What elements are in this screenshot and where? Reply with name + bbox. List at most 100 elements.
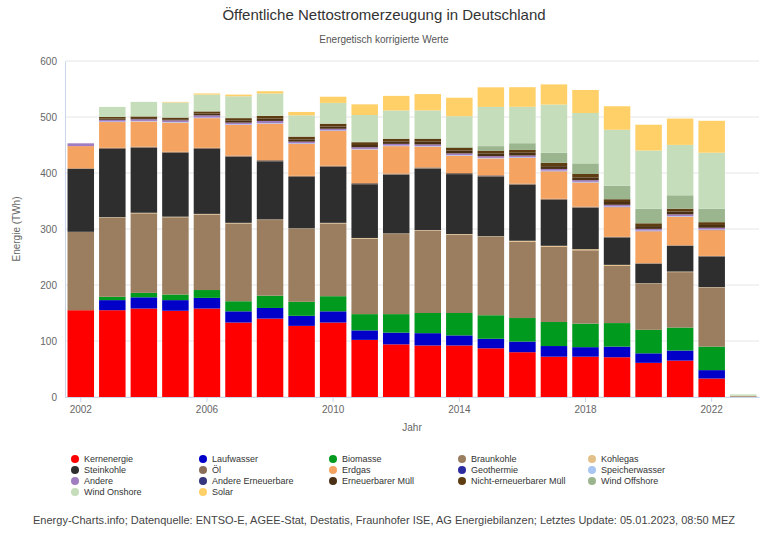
- chart-subtitle: Energetisch korrigierte Werte: [319, 34, 449, 45]
- y-axis-title: Energie (TWh): [11, 196, 22, 261]
- series-group: [162, 84, 756, 394]
- bar-segment: [225, 223, 251, 301]
- bar-segment: [288, 177, 314, 229]
- bar-segment: [509, 184, 535, 185]
- y-tick: 400: [40, 168, 65, 179]
- tick-label: 300: [40, 224, 57, 235]
- bar-segment: [194, 149, 220, 214]
- legend-item: Nicht-erneuerbarer Müll: [458, 476, 566, 486]
- bar-segment: [446, 155, 472, 156]
- bar-segment: [730, 396, 756, 397]
- bar-segment: [730, 396, 756, 397]
- bar-segment: [446, 335, 472, 345]
- bar-segment: [478, 107, 504, 146]
- tick-label: 0: [51, 392, 57, 403]
- bar-segment: [667, 119, 693, 145]
- legend-swatch: [588, 455, 596, 463]
- bar-segment: [351, 149, 377, 183]
- bar-segment: [509, 153, 535, 156]
- legend-swatch: [71, 455, 79, 463]
- bar-segment: [446, 173, 472, 174]
- bar-segment: [320, 167, 346, 223]
- bar-segment: [541, 166, 567, 169]
- legend-swatch: [588, 477, 596, 485]
- legend-item: Öl: [199, 465, 221, 475]
- legend-label: Wind Onshore: [84, 487, 142, 497]
- bar-segment: [541, 84, 567, 104]
- bar-segment: [446, 148, 472, 151]
- bar-segment: [194, 290, 220, 298]
- bar-segment: [667, 217, 693, 246]
- bar-segment: [635, 353, 661, 363]
- bar-segment: [478, 348, 504, 397]
- axis-line: [65, 62, 66, 398]
- legend-item: Solar: [199, 487, 233, 497]
- bar-segment: [509, 318, 535, 342]
- bar-segment: [698, 230, 724, 231]
- bar-segment: [257, 319, 283, 397]
- bar-segment: [99, 300, 125, 310]
- bar-segment: [194, 115, 220, 117]
- bar-segment: [478, 176, 504, 236]
- bar-segment: [68, 143, 94, 144]
- legend-swatch: [329, 466, 337, 474]
- bar-segment: [225, 96, 251, 118]
- grid: [65, 61, 759, 397]
- series-group: [320, 124, 757, 396]
- bar-segment: [698, 225, 724, 228]
- x-tick: 2018: [574, 397, 597, 415]
- bar-segment: [698, 222, 724, 225]
- bar-segment: [99, 310, 125, 397]
- tick-label: 2002: [70, 404, 93, 415]
- bar-segment: [257, 161, 283, 219]
- legend-item: Kernenergie: [71, 454, 133, 464]
- legend-label: Nicht-erneuerbarer Müll: [471, 476, 566, 486]
- bar-segment: [541, 246, 567, 247]
- bar-segment: [383, 144, 409, 146]
- legend-item: Biomasse: [329, 454, 382, 464]
- bar-segment: [604, 106, 630, 130]
- bar-segment: [320, 223, 346, 296]
- bar-segment: [351, 330, 377, 340]
- bar-segment: [225, 157, 251, 223]
- bar-segment: [257, 91, 283, 93]
- x-axis-title: Jahr: [402, 422, 422, 433]
- series-group: [68, 213, 757, 396]
- bar-segment: [162, 119, 188, 120]
- tick-label: 200: [40, 280, 57, 291]
- bar-segment: [730, 396, 756, 397]
- bar-segment: [288, 176, 314, 177]
- bar-segment: [604, 186, 630, 199]
- legend: KernenergieLaufwasserBiomasseBraunkohleK…: [71, 454, 665, 497]
- bar-segment: [288, 302, 314, 316]
- bar-segment: [383, 139, 409, 142]
- bar-segment: [509, 342, 535, 353]
- legend-item: Steinkohle: [71, 465, 126, 475]
- bar-segment: [351, 340, 377, 397]
- bar-segment: [68, 169, 94, 232]
- bar-segment: [162, 295, 188, 301]
- y-tick: 100: [40, 336, 65, 347]
- bar-segment: [99, 148, 125, 149]
- bar-segment: [68, 143, 94, 144]
- bar-segment: [509, 157, 535, 158]
- tick-mark: [206, 397, 207, 402]
- legend-label: Erdgas: [342, 465, 371, 475]
- bar-segment: [131, 297, 157, 308]
- bar-segment: [288, 144, 314, 176]
- bar-segment: [383, 174, 409, 175]
- bar-segment: [194, 118, 220, 148]
- bar-segment: [446, 153, 472, 155]
- bar-segment: [635, 330, 661, 354]
- bar-segment: [730, 395, 756, 396]
- bar-segment: [351, 239, 377, 315]
- bar-segment: [194, 111, 220, 113]
- bar-segment: [99, 122, 125, 148]
- bar-segment: [257, 121, 283, 123]
- bar-segment: [667, 209, 693, 212]
- bar-segment: [68, 143, 94, 144]
- legend-label: Erneuerbarer Müll: [342, 476, 414, 486]
- bar-segment: [320, 124, 346, 127]
- bar-segment: [320, 131, 346, 166]
- bar-segment: [635, 363, 661, 397]
